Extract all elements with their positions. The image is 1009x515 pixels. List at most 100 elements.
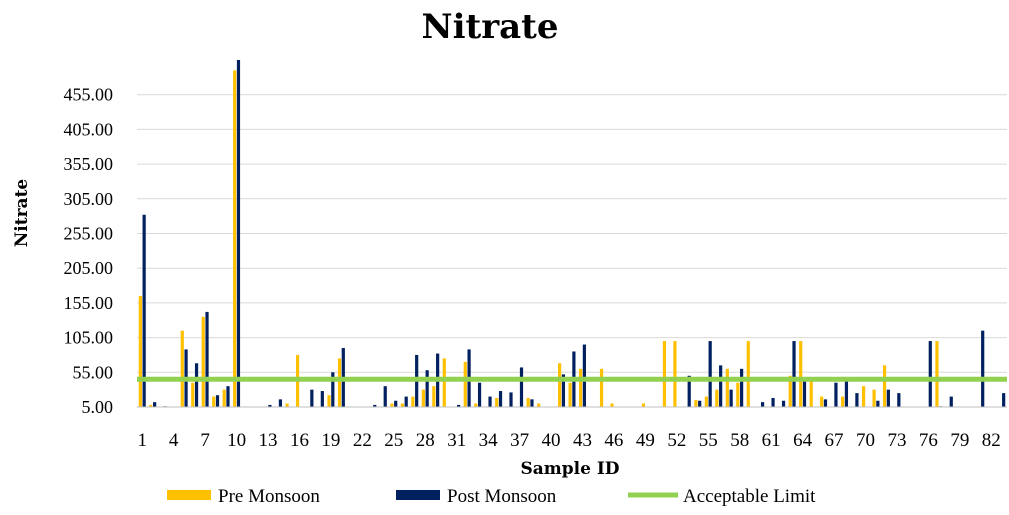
bar-post-monsoon [477,382,482,407]
bar-pre-monsoon [526,397,530,407]
bar-post-monsoon [488,396,492,407]
bar-post-monsoon [844,379,849,407]
bar-pre-monsoon [421,389,425,407]
bar-pre-monsoon [390,403,394,407]
x-tick-label: 49 [636,430,655,451]
bar-pre-monsoon [788,375,792,407]
bar-post-monsoon [708,341,712,407]
y-tick-label: 305.00 [64,189,114,209]
bar-post-monsoon [142,214,146,407]
bar-pre-monsoon [662,341,667,407]
bar-pre-monsoon [337,358,342,407]
bar-pre-monsoon [746,341,750,407]
bar-pre-monsoon [432,386,436,407]
bar-post-monsoon [582,344,586,407]
bar-pre-monsoon [736,382,740,407]
bar-post-monsoon [687,375,691,407]
legend-label-acceptable-limit: Acceptable Limit [683,486,816,507]
x-tick-label: 19 [321,430,340,451]
bar-pre-monsoon [715,389,719,407]
bar-pre-monsoon [327,395,331,407]
x-tick-label: 43 [573,430,592,451]
bar-post-monsoon [519,367,524,407]
y-tick-label: 455.00 [64,85,114,105]
bar-pre-monsoon [935,341,939,407]
bar-post-monsoon [802,377,807,407]
x-tick-label: 25 [384,430,403,451]
bar-post-monsoon [981,330,985,407]
x-tick-label: 7 [200,430,210,451]
bar-post-monsoon [320,391,324,407]
bar-pre-monsoon [411,396,415,407]
x-tick-label: 76 [919,430,938,451]
bar-pre-monsoon [285,403,289,407]
bar-pre-monsoon [495,397,499,407]
bar-post-monsoon [1002,393,1006,407]
x-tick-label: 4 [169,430,179,451]
x-tick-label: 82 [982,430,1001,451]
x-tick-label: 13 [259,430,278,451]
bar-post-monsoon [310,389,314,407]
bar-post-monsoon [561,374,566,407]
bar-post-monsoon [278,399,283,407]
bar-pre-monsoon [149,404,153,407]
x-tick-label: 67 [825,430,844,451]
bar-post-monsoon [792,341,796,407]
y-tick-label: 5.00 [82,397,114,417]
y-tick-label: 355.00 [64,154,114,174]
bar-pre-monsoon [201,316,205,407]
y-tick-label: 105.00 [64,328,114,348]
bar-post-monsoon [834,382,838,407]
x-tick-label: 61 [762,430,781,451]
y-axis-ticks: 5.00 55.00 105.00 155.00 205.00 255.00 305.00 3… [64,85,114,417]
bar-post-monsoon [760,402,765,407]
bar-post-monsoon [404,396,408,407]
bar-pre-monsoon [799,341,803,407]
bar-post-monsoon [456,404,461,407]
x-tick-label: 37 [510,430,529,451]
bar-post-monsoon [886,389,890,407]
bar-post-monsoon [897,393,901,407]
bar-post-monsoon [383,386,387,407]
legend-swatch-post-monsoon [396,490,440,500]
y-tick-label: 255.00 [64,224,114,244]
bar-pre-monsoon [400,403,404,407]
bar-pre-monsoon [694,400,698,407]
bar-post-monsoon [823,399,828,407]
x-tick-label: 1 [137,430,147,451]
bar-pre-monsoon [861,386,866,407]
bar-pre-monsoon [599,368,604,407]
x-tick-label: 64 [793,430,813,451]
x-tick-label: 70 [856,430,875,451]
bar-pre-monsoon [809,377,813,407]
bar-post-monsoon [394,400,398,407]
y-tick-label: 55.00 [73,362,114,382]
bar-pre-monsoon [180,330,184,407]
bar-post-monsoon [509,392,513,407]
bar-pre-monsoon [442,358,446,407]
x-tick-label: 34 [479,430,499,451]
bar-post-monsoon [373,404,377,407]
bar-post-monsoon [781,400,786,407]
legend-swatch-pre-monsoon [167,490,211,500]
bar-post-monsoon [268,404,272,407]
legend: Pre Monsoon Post Monsoon Acceptable Limi… [167,486,816,507]
x-tick-label: 22 [353,430,372,451]
gridlines [137,94,1007,373]
x-tick-label: 16 [290,430,309,451]
bar-pre-monsoon [610,403,614,407]
bar-pre-monsoon [641,403,646,407]
bar-post-monsoon [729,389,733,407]
bar-pre-monsoon [725,368,729,407]
x-tick-label: 40 [542,430,561,451]
legend-label-pre-monsoon: Pre Monsoon [218,486,320,507]
bar-post-monsoon [205,311,209,407]
x-tick-label: 52 [667,430,686,451]
bar-post-monsoon [331,372,335,407]
bar-post-monsoon [425,370,429,407]
bar-pre-monsoon [222,389,226,407]
bar-post-monsoon [698,400,702,407]
bar-post-monsoon [740,368,744,407]
